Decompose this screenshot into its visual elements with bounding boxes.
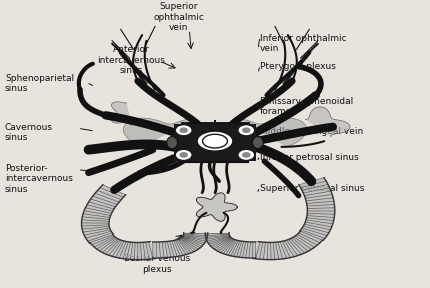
Text: Anterior
intercavernous
sinus: Anterior intercavernous sinus <box>98 45 166 75</box>
Ellipse shape <box>167 137 178 149</box>
Polygon shape <box>90 235 155 260</box>
Circle shape <box>242 127 251 133</box>
Polygon shape <box>82 185 126 243</box>
Text: Middle meningeal vein: Middle meningeal vein <box>260 127 363 136</box>
Circle shape <box>238 124 255 136</box>
Circle shape <box>175 149 192 161</box>
Polygon shape <box>123 118 195 147</box>
Circle shape <box>179 127 188 133</box>
Polygon shape <box>235 118 307 147</box>
Text: Superior
ophthalmic
vein: Superior ophthalmic vein <box>153 2 204 32</box>
Circle shape <box>242 152 251 158</box>
Polygon shape <box>153 233 208 258</box>
Polygon shape <box>111 102 132 125</box>
Circle shape <box>238 149 255 161</box>
Ellipse shape <box>197 131 233 151</box>
Polygon shape <box>205 233 256 258</box>
Polygon shape <box>305 107 350 137</box>
Ellipse shape <box>252 137 263 149</box>
Polygon shape <box>299 178 335 240</box>
Text: Sphenoparietal
sinus: Sphenoparietal sinus <box>5 74 74 93</box>
Polygon shape <box>197 193 237 221</box>
Text: Inferior petrosal sinus: Inferior petrosal sinus <box>260 153 359 162</box>
Circle shape <box>175 124 192 136</box>
Text: Cavernous
sinus: Cavernous sinus <box>5 122 53 142</box>
Circle shape <box>179 152 188 158</box>
Text: Superior petrosal sinus: Superior petrosal sinus <box>260 184 364 193</box>
Text: Emissary sphenoidal
foramen: Emissary sphenoidal foramen <box>260 97 353 116</box>
Ellipse shape <box>203 134 227 148</box>
Polygon shape <box>253 231 322 260</box>
Text: Inferior ophthalmic
vein: Inferior ophthalmic vein <box>260 34 347 53</box>
Text: Basilar venous
plexus: Basilar venous plexus <box>124 254 190 274</box>
Bar <box>174 124 256 161</box>
Text: Posterior-
intercavernous
sinus: Posterior- intercavernous sinus <box>5 164 73 194</box>
Text: Pterygoid plexus: Pterygoid plexus <box>260 62 336 71</box>
